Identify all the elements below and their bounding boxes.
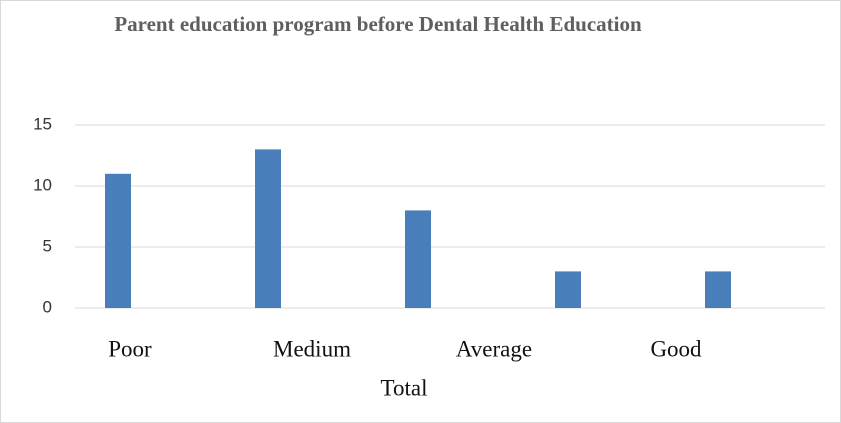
bar — [255, 149, 281, 308]
y-tick-label: 15 — [33, 114, 52, 133]
x-label: Good — [650, 336, 702, 361]
bar — [555, 271, 581, 308]
bar — [105, 173, 131, 308]
x-label: Medium — [273, 336, 351, 361]
bar — [405, 210, 431, 308]
chart-title: Parent education program before Dental H… — [114, 12, 642, 36]
y-tick-label: 10 — [33, 175, 52, 194]
x-label: Poor — [108, 336, 152, 361]
bar — [705, 271, 731, 308]
y-tick-label: 5 — [43, 236, 52, 255]
x-axis-title: Total — [381, 375, 428, 400]
x-label: Average — [456, 336, 532, 361]
y-tick-label: 0 — [43, 297, 52, 316]
